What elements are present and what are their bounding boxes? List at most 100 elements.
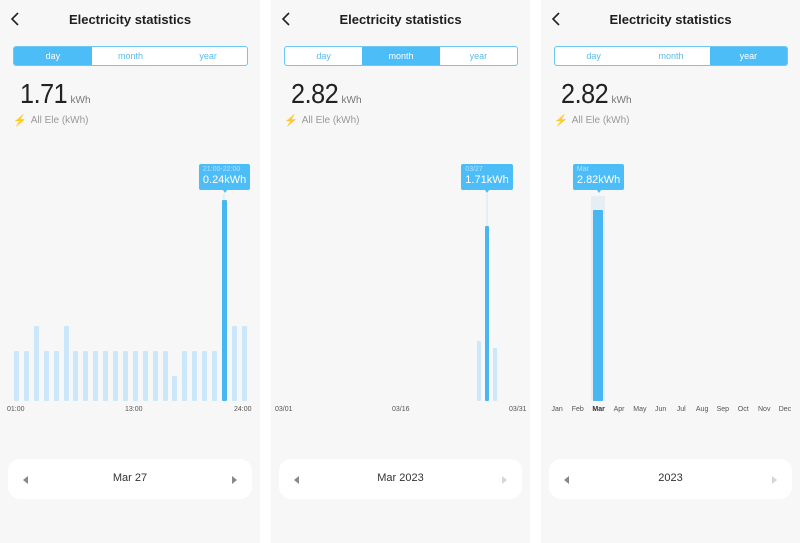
tab-month[interactable]: month [118,51,144,61]
month-chart: 03/27 1.71kWh 03/01 03/16 03/31 [271,0,530,430]
chevron-left-icon [281,12,290,26]
x-tick-label: 03/16 [392,406,410,413]
total-value: 2.82 [291,78,339,109]
hour-bar[interactable] [212,350,217,401]
tooltip-label: 21:00-22:00 [202,166,241,173]
hour-bar[interactable] [172,375,178,401]
date-label: Mar 2023 [377,472,424,484]
triangle-left-icon [564,476,569,484]
x-tick-label: 01:00 [7,406,25,413]
hour-bar[interactable] [152,350,158,401]
tab-day[interactable]: day [14,47,92,65]
tooltip-value: 2.82kWh [576,174,621,186]
tooltip-label: 03/27 [465,166,483,173]
page-title: Electricity statistics [68,12,192,27]
date-label: Mar 27 [112,472,148,484]
tab-year[interactable]: year [709,47,787,65]
back-button[interactable] [8,9,24,29]
x-tick-label: Feb [571,406,584,413]
period-tabs: day month year [13,46,248,66]
prev-button[interactable] [291,473,303,485]
next-button[interactable] [768,473,780,485]
tab-year[interactable]: year [199,51,217,61]
selected-bar[interactable] [593,210,604,401]
x-tick-label: 03/31 [509,406,527,413]
x-tick-label: Jun [655,406,667,413]
prev-button[interactable] [20,473,32,485]
hour-bar[interactable] [192,350,198,401]
day-bar[interactable] [492,347,497,401]
chart-tooltip: Mar 2.82kWh [572,164,625,193]
selected-bar[interactable] [221,200,227,401]
x-tick-label: 03/01 [275,406,293,413]
hour-bar[interactable] [53,350,59,401]
x-tick-label: Dec [778,406,792,413]
subtitle: ⚡ All Ele (kWh) [554,114,630,127]
x-tick-label: May [633,406,647,413]
tab-day[interactable]: day [316,51,331,61]
panel-day: Electricity statistics day month year 1.… [0,0,260,543]
hour-bar[interactable] [33,325,39,401]
hour-bar[interactable] [132,350,138,401]
hour-bar[interactable] [73,350,79,401]
hour-bar[interactable] [122,350,128,401]
x-tick-label: Sep [716,406,730,413]
lightning-icon: ⚡ [284,115,298,127]
subtitle: ⚡ All Ele (kWh) [13,114,89,127]
x-tick-label: Mar [592,406,605,413]
triangle-right-icon [502,476,507,484]
selected-bar[interactable] [484,226,489,401]
hour-bar[interactable] [231,325,237,401]
period-tabs: day month year [554,46,788,66]
tooltip-label: Mar [576,166,589,173]
tooltip-value: 0.24kWh [202,174,247,186]
hour-bar[interactable] [202,350,208,401]
panel-month: Electricity statistics day month year 2.… [271,0,530,543]
hour-bar[interactable] [43,350,49,401]
back-button[interactable] [549,9,565,29]
total-usage: 2.82 kWh [291,78,362,110]
hour-bar[interactable] [93,350,99,401]
date-label: 2023 [658,472,683,484]
chevron-left-icon [551,12,560,26]
triangle-left-icon [294,476,299,484]
hour-bar[interactable] [83,350,89,401]
tab-month[interactable]: month [362,47,440,65]
date-navigator: Mar 2023 [279,459,522,499]
tab-day[interactable]: day [586,51,601,61]
subtitle-label: All Ele (kWh) [301,115,360,126]
tab-month[interactable]: month [658,51,684,61]
triangle-left-icon [23,476,28,484]
hour-bar[interactable] [113,350,118,401]
day-bar[interactable] [477,340,481,401]
day-chart: 21:00-22:00 0.24kWh 01:00 13:00 24:00 [0,0,260,430]
selection-highlight [485,194,488,230]
total-unit: kWh [341,95,362,106]
hour-bar[interactable] [103,350,109,401]
subtitle-label: All Ele (kWh) [571,115,630,126]
hour-bar[interactable] [162,350,168,401]
hour-bar[interactable] [14,350,19,401]
chevron-left-icon [10,12,19,26]
tab-year[interactable]: year [469,51,488,61]
lightning-icon: ⚡ [13,115,27,127]
x-tick-label: Jul [676,406,686,413]
x-tick-label: Aug [695,406,709,413]
next-button[interactable] [228,473,240,485]
x-tick-label: Oct [737,406,749,413]
back-button[interactable] [279,9,295,29]
hour-bar[interactable] [182,350,188,401]
next-button[interactable] [498,473,510,485]
x-tick-label: Jan [551,406,563,413]
prev-button[interactable] [561,473,573,485]
hour-bar[interactable] [142,350,148,401]
page-title: Electricity statistics [339,12,462,27]
hour-bar[interactable] [63,325,69,401]
hour-bar[interactable] [23,350,29,401]
total-usage: 2.82 kWh [561,78,632,110]
panel-year: Electricity statistics day month year 2.… [541,0,800,543]
hour-bar[interactable] [241,325,247,401]
total-value: 2.82 [561,78,609,109]
date-navigator: 2023 [549,459,792,499]
x-tick-label: 24:00 [234,406,252,413]
